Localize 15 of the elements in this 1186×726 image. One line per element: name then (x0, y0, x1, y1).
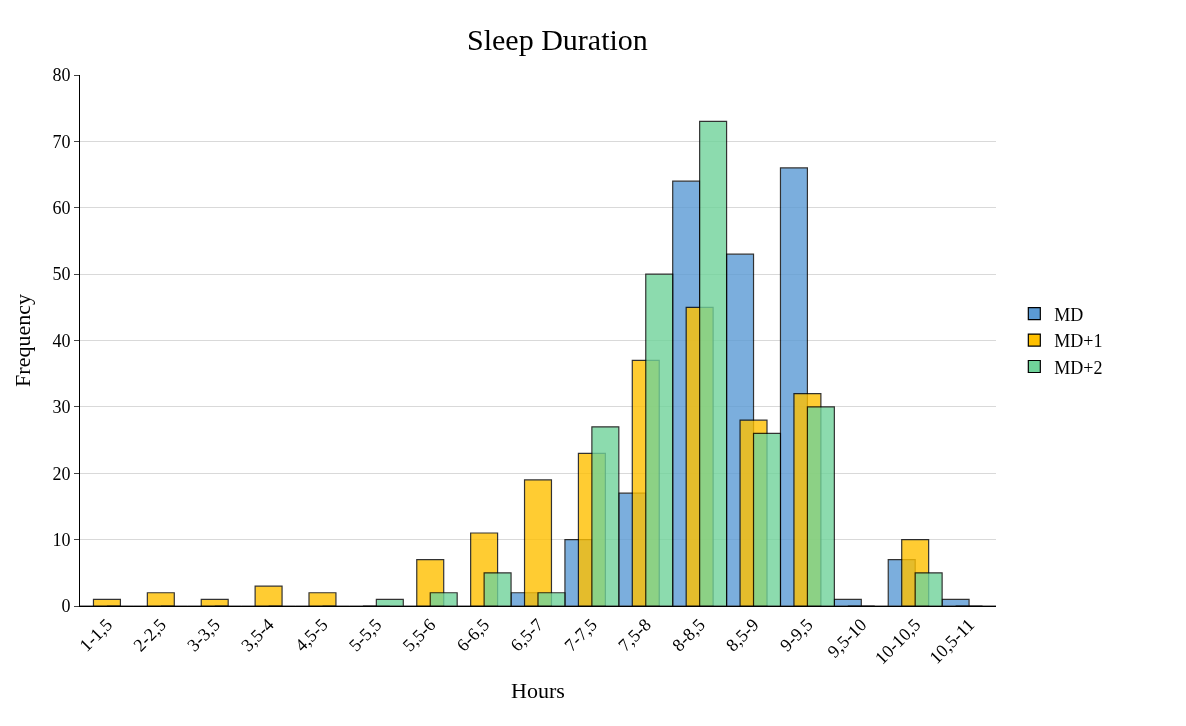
y-tick-label: 50 (52, 264, 71, 285)
y-tick-label: 20 (52, 463, 71, 484)
y-tick-label: 40 (52, 330, 71, 351)
y-axis-title: Frequency (10, 294, 36, 387)
y-tick-label: 10 (52, 529, 71, 550)
y-tick-label: 60 (52, 198, 71, 219)
legend-label: MD (1054, 304, 1084, 325)
y-tick-label: 70 (52, 131, 71, 152)
chart-title: Sleep Duration (467, 23, 648, 57)
legend-label: MD+1 (1054, 331, 1103, 352)
y-tick-label: 30 (52, 397, 71, 418)
x-axis-title: Hours (511, 677, 565, 703)
y-tick-label: 80 (52, 65, 71, 86)
y-tick-label: 0 (61, 596, 71, 617)
legend-label: MD+2 (1054, 357, 1103, 378)
